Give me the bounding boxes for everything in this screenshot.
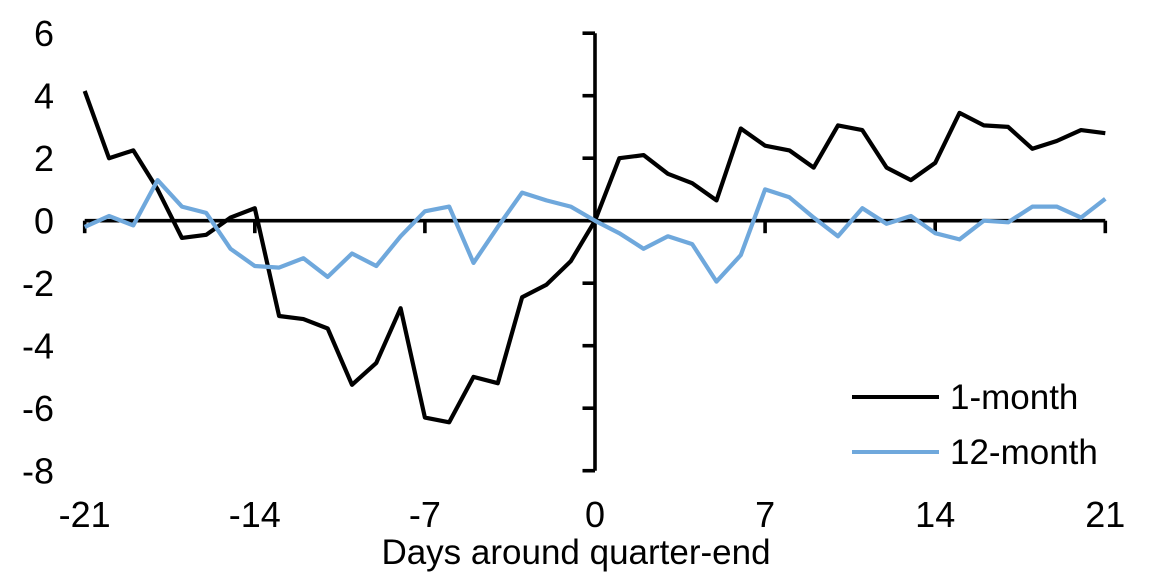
legend-label-1-month: 1-month [950, 377, 1079, 417]
x-tick-label: -7 [409, 494, 441, 535]
y-tick-label: -4 [22, 326, 54, 367]
y-tick-label: 4 [34, 76, 54, 117]
legend-line-swatch-12-month [852, 450, 939, 454]
x-tick-label: 0 [585, 494, 605, 535]
y-tick-label: 0 [34, 201, 54, 242]
x-tick-label: 7 [755, 494, 775, 535]
x-tick-label: 21 [1085, 494, 1125, 535]
y-tick-label: -6 [22, 388, 54, 429]
legend-item-1-month: 1-month [852, 379, 1098, 415]
y-tick-label: -8 [22, 451, 54, 492]
legend-item-12-month: 12-month [852, 434, 1098, 470]
y-tick-label: -2 [22, 263, 54, 304]
legend-label-12-month: 12-month [950, 432, 1098, 472]
x-tick-label: -14 [229, 494, 281, 535]
legend-line-swatch-1-month [852, 395, 939, 399]
series-line-12-month [83, 178, 1107, 284]
legend: 1-month 12-month [852, 379, 1098, 489]
y-tick-label: 2 [34, 138, 54, 179]
x-tick-label: 14 [915, 494, 955, 535]
y-tick-label: 6 [34, 13, 54, 54]
x-tick-label: -21 [59, 494, 111, 535]
x-axis-title: Days around quarter-end [381, 533, 771, 572]
